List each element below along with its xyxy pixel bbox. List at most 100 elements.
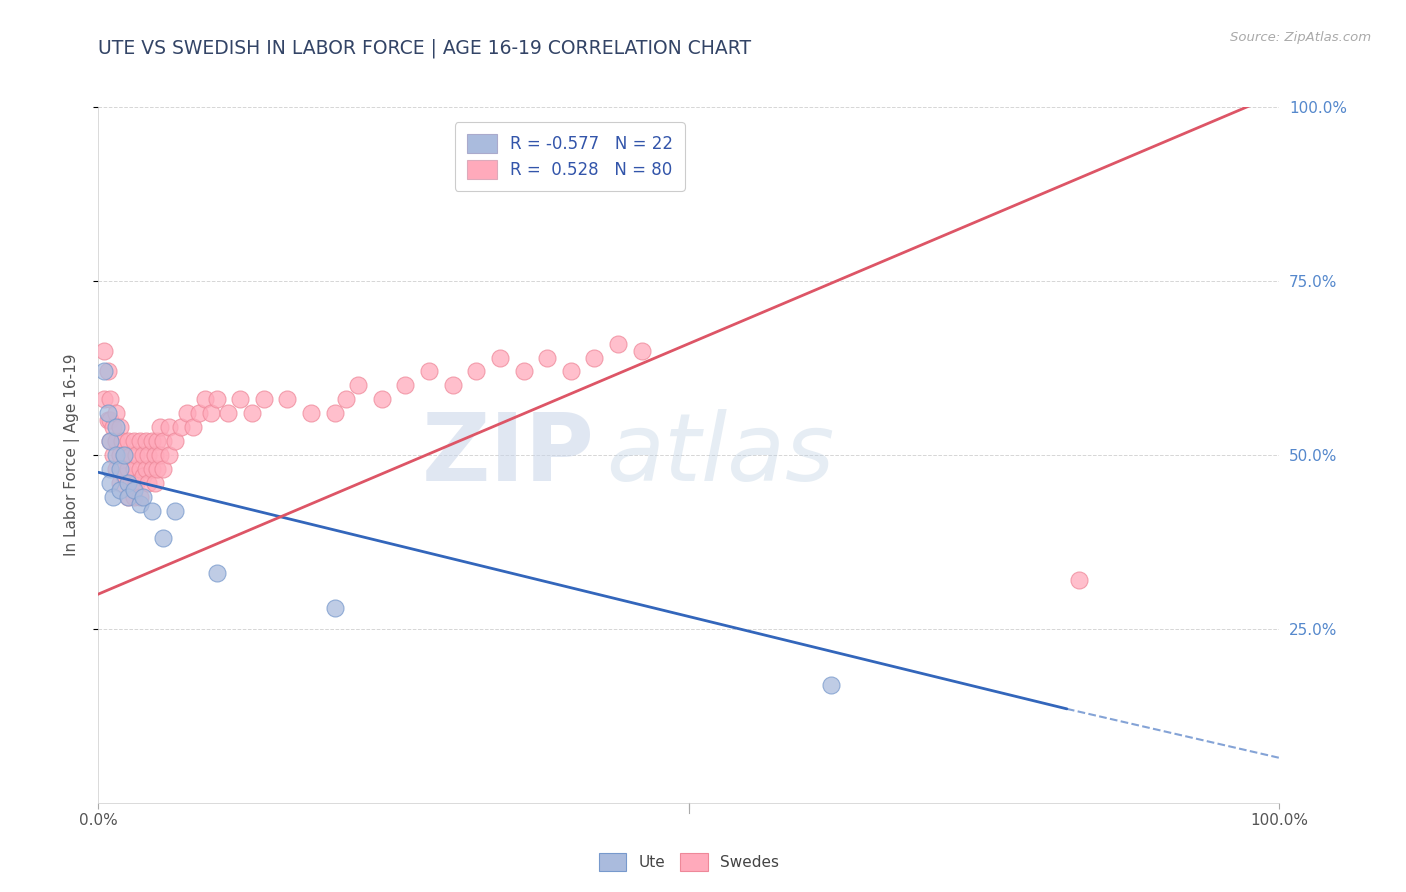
Point [560, 364, 582, 378]
Point [112, 448, 135, 462]
Point [170, 420, 193, 434]
Point [1067, 573, 1090, 587]
Point [132, 468, 155, 483]
Point [299, 406, 322, 420]
Point [97, 364, 120, 378]
Point [117, 462, 139, 476]
Point [143, 475, 166, 490]
Point [141, 434, 163, 448]
Y-axis label: In Labor Force | Age 16-19: In Labor Force | Age 16-19 [65, 353, 80, 557]
Point [347, 378, 370, 392]
Point [111, 434, 134, 448]
Point [125, 448, 148, 462]
Point [117, 475, 139, 490]
Point [105, 406, 128, 420]
Point [108, 475, 131, 490]
Point [149, 420, 172, 434]
Point [98, 413, 121, 427]
Point [205, 566, 228, 581]
Point [125, 475, 148, 490]
Point [117, 434, 139, 448]
Point [141, 462, 163, 476]
Point [135, 434, 157, 448]
Point [98, 462, 121, 476]
Point [97, 406, 120, 420]
Point [141, 503, 163, 517]
Point [441, 378, 464, 392]
Point [132, 490, 155, 504]
Point [128, 462, 150, 476]
Point [181, 420, 204, 434]
Point [240, 406, 263, 420]
Point [136, 448, 159, 462]
Legend: Ute, Swedes: Ute, Swedes [591, 846, 787, 879]
Point [108, 448, 131, 462]
Point [101, 490, 124, 504]
Point [165, 434, 187, 448]
Point [630, 343, 652, 358]
Point [165, 503, 187, 517]
Point [98, 434, 121, 448]
Point [253, 392, 276, 407]
Point [465, 364, 488, 378]
Point [187, 406, 209, 420]
Point [122, 434, 145, 448]
Point [98, 434, 121, 448]
Point [105, 448, 128, 462]
Point [152, 532, 174, 546]
Point [98, 392, 121, 407]
Point [146, 462, 169, 476]
Point [105, 420, 128, 434]
Point [112, 468, 135, 483]
Point [108, 483, 131, 497]
Point [323, 406, 346, 420]
Point [128, 434, 150, 448]
Text: Source: ZipAtlas.com: Source: ZipAtlas.com [1230, 31, 1371, 45]
Point [122, 462, 145, 476]
Point [394, 378, 416, 392]
Point [108, 420, 131, 434]
Point [112, 448, 135, 462]
Point [108, 462, 131, 476]
Point [583, 351, 606, 365]
Point [323, 601, 346, 615]
Point [205, 392, 228, 407]
Point [128, 490, 150, 504]
Point [121, 475, 143, 490]
Text: atlas: atlas [606, 409, 835, 500]
Point [512, 364, 534, 378]
Point [132, 448, 155, 462]
Point [105, 434, 128, 448]
Point [122, 490, 145, 504]
Text: UTE VS SWEDISH IN LABOR FORCE | AGE 16-19 CORRELATION CHART: UTE VS SWEDISH IN LABOR FORCE | AGE 16-1… [98, 38, 752, 58]
Point [536, 351, 558, 365]
Point [101, 448, 124, 462]
Point [121, 448, 143, 462]
Point [157, 420, 180, 434]
Point [152, 434, 174, 448]
Point [229, 392, 252, 407]
Point [101, 420, 124, 434]
Point [117, 490, 139, 504]
Point [98, 475, 121, 490]
Point [200, 406, 222, 420]
Point [93, 343, 115, 358]
Point [97, 413, 120, 427]
Point [152, 462, 174, 476]
Point [820, 677, 842, 691]
Point [418, 364, 440, 378]
Point [276, 392, 298, 407]
Point [93, 364, 115, 378]
Point [157, 448, 180, 462]
Point [135, 462, 157, 476]
Point [111, 462, 134, 476]
Point [217, 406, 239, 420]
Point [143, 448, 166, 462]
Point [149, 448, 172, 462]
Point [335, 392, 357, 407]
Point [117, 490, 139, 504]
Point [122, 483, 145, 497]
Point [105, 462, 128, 476]
Point [371, 392, 394, 407]
Point [93, 392, 115, 407]
